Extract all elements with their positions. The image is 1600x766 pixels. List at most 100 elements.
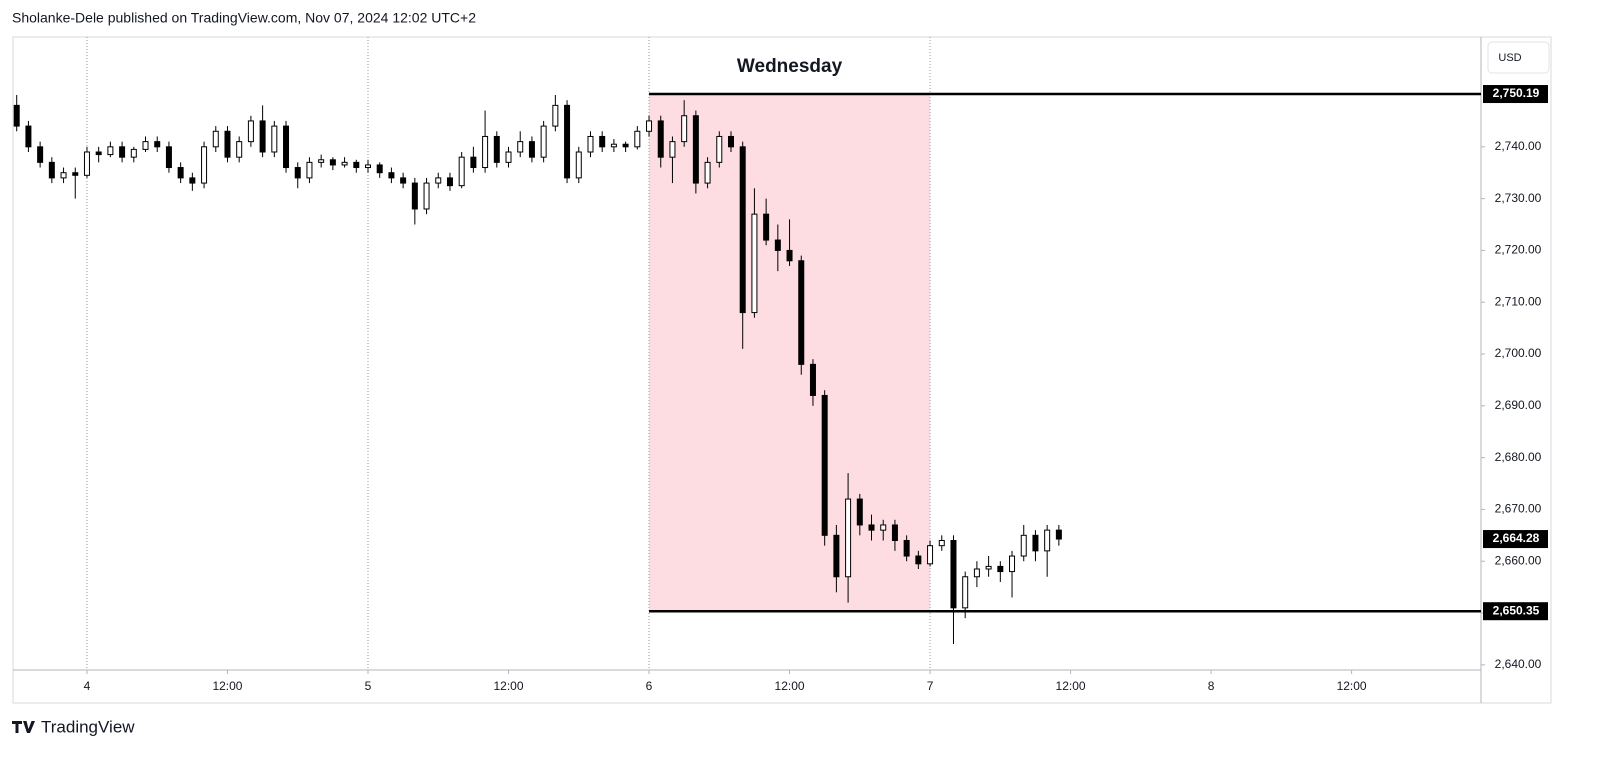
- candle-body: [189, 177, 196, 184]
- candle-body: [13, 104, 20, 127]
- candle-body: [634, 130, 641, 148]
- candle-body: [833, 534, 840, 578]
- header: Sholanke-Dele published on TradingView.c…: [12, 10, 476, 26]
- candle-body: [294, 167, 301, 179]
- candle-body: [25, 125, 32, 148]
- candle-body: [704, 161, 711, 184]
- candle-body: [1032, 534, 1039, 552]
- candle-body: [1044, 529, 1051, 552]
- candle-body: [1009, 555, 1016, 573]
- candle-body: [212, 130, 219, 148]
- candle-body: [353, 161, 360, 169]
- candle-body: [130, 148, 137, 158]
- zone: [649, 94, 931, 612]
- candle-body: [493, 135, 500, 163]
- x-tick-label: 4: [84, 679, 91, 693]
- candle-body: [142, 141, 149, 150]
- candle-body: [482, 135, 489, 169]
- candle-body: [423, 182, 430, 210]
- candle-body: [283, 125, 290, 169]
- candle-body: [470, 156, 477, 169]
- candle-body: [177, 167, 184, 179]
- candle-body: [329, 159, 336, 166]
- candle-body: [400, 177, 407, 184]
- candle-body: [751, 213, 758, 314]
- candle-body: [927, 545, 934, 565]
- y-tick-label: 2,740.00: [1495, 139, 1542, 153]
- y-tick-label: 2,660.00: [1495, 553, 1542, 567]
- candle-body: [564, 104, 571, 179]
- candle-body: [610, 143, 617, 148]
- candle-body: [72, 172, 79, 176]
- candle-body: [739, 146, 746, 314]
- logo: [12, 721, 35, 733]
- candle-body: [997, 565, 1004, 573]
- candle-body: [587, 135, 594, 153]
- candle-body: [552, 104, 559, 127]
- x-tick-label: 8: [1208, 679, 1215, 693]
- x-tick-label: 12:00: [493, 679, 523, 693]
- candle-body: [692, 115, 699, 184]
- currency[interactable]: USD: [1498, 52, 1521, 64]
- y-tick-label: 2,690.00: [1495, 398, 1542, 412]
- x-tick-label: 6: [646, 679, 653, 693]
- candle-body: [716, 135, 723, 163]
- candle-body: [247, 120, 254, 143]
- candle-body: [446, 177, 453, 187]
- candle-body: [95, 151, 102, 156]
- candle-body: [154, 141, 161, 148]
- y-tick-label: 2,730.00: [1495, 191, 1542, 205]
- candle-body: [891, 524, 898, 541]
- candle-body: [37, 146, 44, 163]
- level-label: 2,750.19: [1493, 86, 1540, 100]
- candle-body: [48, 161, 55, 179]
- candle-body: [821, 394, 828, 536]
- candle-body: [1020, 534, 1027, 557]
- candle-body: [165, 146, 172, 169]
- y-tick-label: 2,680.00: [1495, 450, 1542, 464]
- last-price-label: 2,664.28: [1493, 531, 1540, 545]
- candle-body: [856, 498, 863, 526]
- x-tick-label: 12:00: [775, 679, 805, 693]
- x-tick-label: 12:00: [212, 679, 242, 693]
- candle-body: [201, 146, 208, 184]
- candle-body: [599, 135, 606, 148]
- candle-body: [107, 146, 114, 156]
- level-label-box: [1483, 85, 1548, 104]
- candle-body: [83, 151, 90, 176]
- candle-body: [727, 135, 734, 148]
- candle-body: [505, 151, 512, 163]
- level-label: 2,650.35: [1493, 603, 1540, 617]
- candle-body: [119, 146, 126, 158]
- level-label-box: [1483, 602, 1548, 621]
- candle-body: [950, 539, 957, 609]
- candle-body: [681, 115, 688, 143]
- candle-body: [938, 539, 945, 547]
- candle-body: [669, 141, 676, 158]
- candle-body: [868, 524, 875, 531]
- candle-body: [435, 177, 442, 184]
- candle-body: [657, 120, 664, 158]
- candle-body: [962, 576, 969, 609]
- candle-body: [341, 161, 348, 166]
- y-tick-label: 2,670.00: [1495, 502, 1542, 516]
- candle-body: [903, 539, 910, 557]
- frame: [12, 36, 1552, 704]
- x-tick-label: 7: [927, 679, 934, 693]
- y-tick-label: 2,700.00: [1495, 346, 1542, 360]
- candle-body: [763, 213, 770, 241]
- candle-body: [517, 141, 524, 153]
- candle-body: [540, 125, 547, 158]
- candle-body: [271, 125, 278, 153]
- x-tick-label: 12:00: [1337, 679, 1367, 693]
- x-tick-label: 12:00: [1056, 679, 1086, 693]
- candle-body: [60, 172, 67, 179]
- currency-button[interactable]: [1487, 41, 1550, 74]
- candle-body: [376, 164, 383, 174]
- brand: TradingView: [41, 717, 135, 736]
- candle-body: [646, 120, 653, 132]
- candle-body: [411, 182, 418, 210]
- candle-body: [973, 568, 980, 578]
- candle-body: [774, 239, 781, 251]
